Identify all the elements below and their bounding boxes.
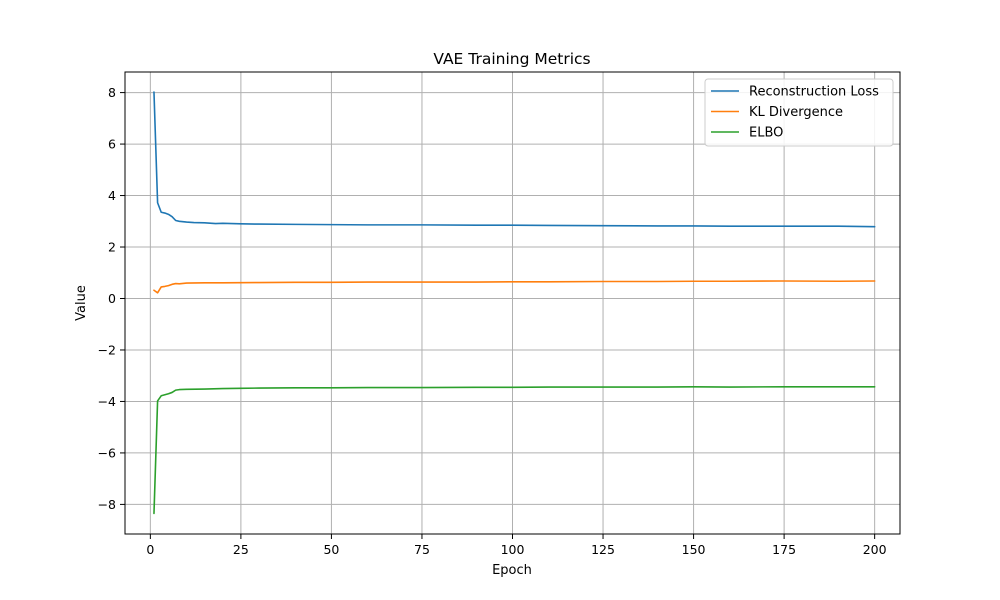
y-tick-label: 8 xyxy=(108,85,116,100)
y-tick-label: −8 xyxy=(98,497,116,512)
x-tick-label: 125 xyxy=(591,542,615,557)
y-tick-label: 4 xyxy=(108,188,116,203)
y-tick-label: 2 xyxy=(108,240,116,255)
y-tick-label: 0 xyxy=(108,291,116,306)
x-tick-label: 25 xyxy=(233,542,249,557)
x-tick-label: 50 xyxy=(323,542,339,557)
x-tick-label: 75 xyxy=(414,542,430,557)
axis-ticks: 0 25 50 75 100 125 150 175 200 −8 −6 −4 −2 0 2 4 6 8 xyxy=(98,85,887,557)
series-line-2 xyxy=(153,280,876,294)
series-lines xyxy=(153,91,876,515)
legend-label: Reconstruction Loss xyxy=(749,85,879,100)
x-axis-label: Epoch xyxy=(492,563,532,578)
y-tick-label: 6 xyxy=(108,137,116,152)
series-line-3 xyxy=(153,385,876,515)
chart-title: VAE Training Metrics xyxy=(433,50,590,68)
y-tick-label: −2 xyxy=(98,342,116,357)
series-line-1 xyxy=(153,91,876,228)
x-tick-label: 175 xyxy=(772,542,796,557)
y-axis-label: Value xyxy=(74,285,89,321)
legend-label: ELBO xyxy=(749,126,783,141)
y-tick-label: −4 xyxy=(98,394,116,409)
x-tick-label: 200 xyxy=(863,542,887,557)
x-tick-label: 150 xyxy=(682,542,706,557)
legend-label: KL Divergence xyxy=(749,105,843,120)
legend: Reconstruction Loss KL Divergence ELBO xyxy=(704,78,894,147)
y-tick-label: −6 xyxy=(98,445,116,460)
x-tick-label: 100 xyxy=(501,542,525,557)
x-tick-label: 0 xyxy=(146,542,154,557)
legend-box xyxy=(704,78,894,147)
grid xyxy=(125,72,900,534)
